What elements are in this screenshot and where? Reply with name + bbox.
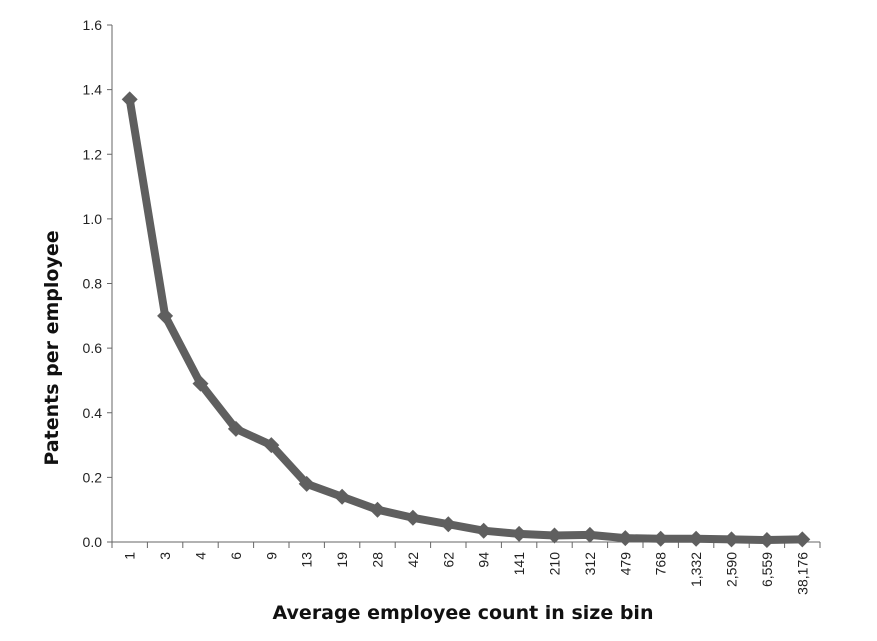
data-point-marker	[475, 522, 492, 539]
x-tick-label: 141	[511, 552, 527, 576]
data-point-marker	[617, 530, 634, 547]
data-point-marker	[511, 525, 528, 542]
x-tick-label: 13	[299, 552, 315, 568]
y-tick-label: 1.6	[83, 17, 103, 33]
data-point-marker	[440, 516, 457, 533]
x-tick-label: 1	[122, 552, 138, 560]
x-axis: 1 3 4 6 9 13 19 28 42 62 94 141 210 312 479 768 1,332 2,5…	[111, 541, 821, 595]
x-tick-label: 19	[334, 552, 350, 568]
data-point-marker	[369, 501, 386, 518]
x-tick-label: 6	[228, 552, 244, 560]
data-point-marker	[157, 307, 174, 324]
y-tick-label: 1.0	[83, 211, 103, 227]
data-point-marker	[298, 475, 315, 492]
data-point-marker	[688, 530, 705, 547]
x-tick-label: 4	[193, 552, 209, 560]
y-tick-label: 1.4	[83, 82, 103, 98]
data-point-marker	[652, 530, 669, 547]
x-tick-label: 1,332	[688, 552, 704, 587]
y-tick-label: 0.0	[83, 534, 103, 550]
series-line	[125, 95, 807, 545]
series-line-group	[121, 91, 811, 549]
x-tick-label: 28	[370, 552, 386, 568]
x-tick-label: 3	[157, 552, 173, 560]
data-point-marker	[263, 437, 280, 454]
data-point-marker	[404, 509, 421, 526]
x-tick-label: 2,590	[724, 552, 740, 587]
data-point-marker	[794, 531, 811, 548]
x-tick-label: 38,176	[794, 552, 810, 595]
x-tick-label: 42	[405, 552, 421, 568]
y-tick-label: 0.2	[83, 469, 103, 485]
y-axis-title: Patents per employee	[41, 230, 63, 465]
y-tick-label: 0.6	[83, 340, 103, 356]
y-tick-label: 0.8	[83, 276, 103, 292]
y-tick-label: 0.4	[83, 405, 103, 421]
x-tick-label: 312	[582, 552, 598, 576]
data-point-marker	[581, 526, 598, 543]
x-axis-title: Average employee count in size bin	[273, 602, 654, 624]
data-point-marker	[758, 532, 775, 549]
data-point-marker	[334, 488, 351, 505]
data-point-marker	[723, 531, 740, 548]
x-tick-label: 210	[547, 552, 563, 576]
data-point-marker	[546, 527, 563, 544]
x-tick-label: 9	[263, 552, 279, 560]
y-tick-label: 1.2	[83, 146, 103, 162]
x-tick-label: 479	[617, 552, 633, 576]
data-point-marker	[227, 420, 244, 437]
data-point-marker	[192, 375, 209, 392]
y-axis: 0.0 0.2 0.4 0.6 0.8 1.0 1.2 1.4 1.6	[83, 17, 113, 550]
x-tick-label: 6,559	[759, 552, 775, 587]
x-tick-label: 768	[653, 552, 669, 576]
x-tick-label: 94	[476, 552, 492, 568]
data-point-marker	[121, 91, 138, 108]
x-tick-label: 62	[440, 552, 456, 568]
